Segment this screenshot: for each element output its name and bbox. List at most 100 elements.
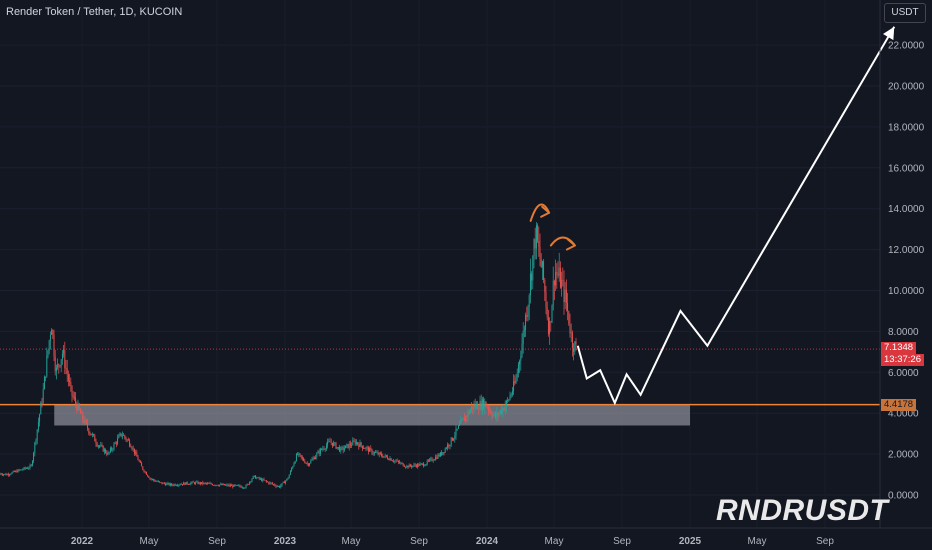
candle-body bbox=[445, 448, 447, 450]
candle-body bbox=[544, 279, 546, 292]
candle-body bbox=[149, 477, 151, 479]
candle-body bbox=[317, 451, 319, 454]
candle-body bbox=[429, 459, 431, 461]
candle-body bbox=[84, 419, 86, 424]
candle-body bbox=[169, 483, 171, 486]
candle-body bbox=[106, 452, 108, 455]
candle-body bbox=[142, 466, 144, 470]
candle-body bbox=[397, 460, 399, 462]
candle-body bbox=[329, 441, 331, 443]
candle-body bbox=[571, 332, 573, 349]
candle-body bbox=[312, 457, 314, 460]
candle-body bbox=[437, 454, 439, 459]
candle-body bbox=[469, 409, 471, 414]
candle-body bbox=[315, 456, 317, 460]
candle-body bbox=[461, 419, 463, 421]
candle-body bbox=[453, 438, 455, 441]
candle-body bbox=[415, 465, 417, 467]
candle-body bbox=[497, 412, 499, 416]
price-tick-label: 6.0000 bbox=[888, 368, 919, 379]
candle-body bbox=[365, 447, 367, 449]
candle-body bbox=[201, 482, 203, 484]
time-axis[interactable]: 2022 May Sep 2023 May Sep 2024 May Sep 2025 May Sep bbox=[0, 527, 932, 547]
candle-body bbox=[459, 423, 461, 426]
candle-body bbox=[303, 458, 305, 461]
candle-body bbox=[454, 435, 456, 439]
candle-body bbox=[339, 447, 341, 452]
candle-body bbox=[135, 452, 137, 454]
candle-body bbox=[64, 350, 66, 368]
candle-body bbox=[372, 453, 374, 455]
candle-body bbox=[15, 470, 17, 472]
candle-body bbox=[322, 448, 324, 450]
candle-body bbox=[485, 401, 487, 407]
candle-body bbox=[505, 400, 507, 407]
candle-body bbox=[101, 445, 103, 446]
candle-body bbox=[313, 457, 315, 460]
candle-body bbox=[565, 289, 567, 303]
curved-arrow-2 bbox=[549, 236, 576, 251]
candle-body bbox=[251, 478, 253, 482]
candle-body bbox=[177, 485, 179, 487]
candle-body bbox=[384, 455, 386, 457]
candle-body bbox=[24, 467, 26, 469]
candle-body bbox=[265, 480, 267, 482]
candle-body bbox=[5, 473, 7, 476]
candle-body bbox=[426, 460, 428, 465]
candle-body bbox=[3, 474, 5, 476]
candle-body bbox=[366, 447, 368, 449]
candle-body bbox=[133, 448, 135, 454]
candle-body bbox=[433, 459, 435, 461]
candle-body bbox=[401, 462, 403, 464]
candle-body bbox=[393, 460, 395, 462]
price-axis[interactable]: 0.0000 2.0000 4.0000 6.0000 8.0000 10.0000 12.… bbox=[879, 0, 925, 528]
candle-body bbox=[207, 483, 209, 484]
candle-body bbox=[60, 359, 62, 367]
candle-body bbox=[151, 479, 153, 480]
candle-body bbox=[276, 486, 278, 488]
candle-body bbox=[99, 445, 101, 447]
candle-body bbox=[153, 479, 155, 481]
candle-body bbox=[300, 454, 302, 458]
currency-unit-button[interactable]: USDT bbox=[884, 3, 926, 23]
candle-body bbox=[4, 473, 6, 475]
candle-body bbox=[222, 484, 224, 485]
candle-body bbox=[324, 448, 326, 450]
candle-body bbox=[275, 485, 277, 487]
candle-body bbox=[556, 272, 558, 274]
candle-body bbox=[357, 442, 359, 445]
candle-body bbox=[162, 482, 164, 484]
candle-body bbox=[456, 428, 458, 430]
candle-body bbox=[508, 399, 510, 401]
candle-body bbox=[67, 374, 69, 381]
candle-body bbox=[42, 389, 44, 403]
candle-body bbox=[503, 407, 505, 411]
candle-body bbox=[91, 434, 93, 436]
candle-body bbox=[66, 368, 68, 375]
candle-body bbox=[113, 443, 115, 449]
candle-body bbox=[58, 364, 60, 366]
candle-body bbox=[520, 356, 522, 361]
candle-body bbox=[435, 456, 437, 460]
candle-body bbox=[281, 483, 283, 486]
candle-body bbox=[441, 452, 443, 455]
candle-body bbox=[562, 280, 564, 281]
candle-body bbox=[255, 475, 257, 479]
candle-body bbox=[59, 365, 61, 367]
candle-body bbox=[127, 439, 129, 441]
candle-body bbox=[148, 476, 150, 478]
candle-body bbox=[259, 478, 261, 480]
candle-body bbox=[537, 225, 539, 241]
candle-body bbox=[403, 466, 405, 467]
candle-body bbox=[63, 350, 65, 354]
price-tick-label: 16.0000 bbox=[888, 163, 925, 174]
candle-body bbox=[306, 463, 308, 464]
candle-body bbox=[510, 394, 512, 396]
candle-body bbox=[73, 396, 75, 398]
candle-body bbox=[316, 453, 318, 457]
candle-body bbox=[507, 400, 509, 401]
candle-body bbox=[352, 440, 354, 446]
candle-body bbox=[239, 485, 241, 487]
candle-body bbox=[27, 468, 29, 469]
